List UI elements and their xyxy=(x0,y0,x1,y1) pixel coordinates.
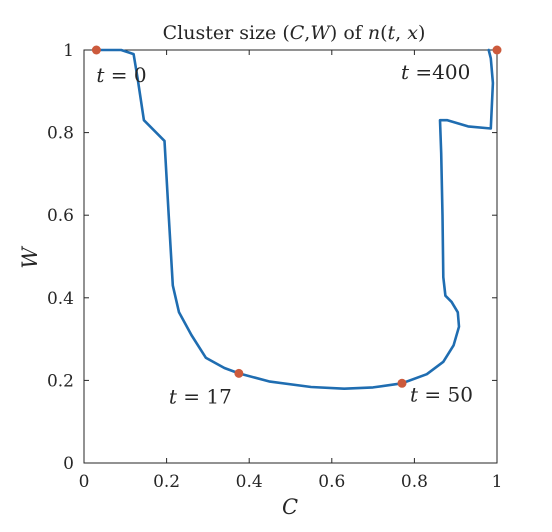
time-marker xyxy=(91,45,101,55)
chart-title: Cluster size (C,W) of n(t, x) xyxy=(163,22,426,44)
y-tick-label: 0.4 xyxy=(47,289,74,309)
x-tick-label: 0.4 xyxy=(236,472,263,492)
y-tick-label: 1 xyxy=(63,41,74,61)
x-tick-label: 0.2 xyxy=(153,472,180,492)
x-tick-label: 0 xyxy=(79,472,90,492)
y-tick-label: 0.6 xyxy=(47,206,74,226)
time-label: t = 50 xyxy=(410,382,473,406)
time-marker xyxy=(492,45,502,55)
x-tick-label: 0.6 xyxy=(318,472,345,492)
time-marker xyxy=(234,368,244,378)
y-tick-label: 0.2 xyxy=(47,371,74,391)
time-marker xyxy=(397,378,407,388)
time-label: t = 0 xyxy=(96,63,146,87)
time-label: t = 17 xyxy=(169,384,232,408)
x-tick-label: 0.8 xyxy=(401,472,428,492)
y-axis-label: W xyxy=(18,245,42,269)
y-tick-label: 0.8 xyxy=(47,124,74,144)
plot-frame xyxy=(83,49,498,464)
time-label: t =400 xyxy=(401,60,470,84)
y-tick-label: 0 xyxy=(63,454,74,474)
time-markers xyxy=(91,45,502,388)
x-axis-label: C xyxy=(282,495,298,519)
x-tick-label: 1 xyxy=(492,472,503,492)
time-annotations: t = 0 t =400 t = 17 t = 50 xyxy=(96,60,473,408)
